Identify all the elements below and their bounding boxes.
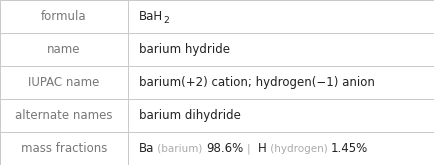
Text: 2: 2 <box>163 16 169 25</box>
Text: barium dihydride: barium dihydride <box>139 109 241 122</box>
Text: mass fractions: mass fractions <box>21 142 107 155</box>
Text: H: H <box>258 142 267 155</box>
Text: 98.6%: 98.6% <box>206 142 243 155</box>
Text: (hydrogen): (hydrogen) <box>267 144 331 153</box>
Text: barium hydride: barium hydride <box>139 43 230 56</box>
Text: |: | <box>247 143 250 154</box>
Text: formula: formula <box>41 10 87 23</box>
Text: barium(+2) cation; hydrogen(−1) anion: barium(+2) cation; hydrogen(−1) anion <box>139 76 375 89</box>
Text: alternate names: alternate names <box>15 109 113 122</box>
Text: IUPAC name: IUPAC name <box>28 76 100 89</box>
Text: (barium): (barium) <box>154 144 206 153</box>
Text: name: name <box>47 43 81 56</box>
Text: BaH: BaH <box>139 10 163 23</box>
Text: 1.45%: 1.45% <box>331 142 368 155</box>
Text: Ba: Ba <box>139 142 154 155</box>
